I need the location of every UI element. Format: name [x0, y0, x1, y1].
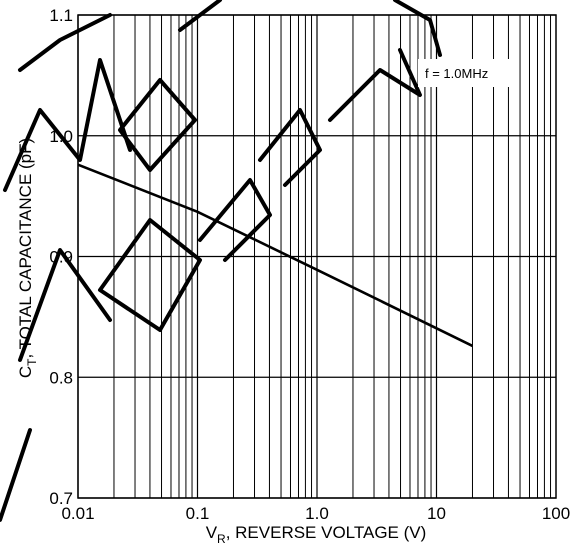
y-tick-label: 0.9 [49, 248, 73, 267]
x-tick-label: 100 [542, 504, 570, 523]
y-tick-labels: 0.7 0.8 0.9 1.0 1.1 [49, 6, 73, 508]
x-tick-label: 0.1 [186, 504, 210, 523]
x-axis-title: VR, REVERSE VOLTAGE (V) [206, 523, 427, 546]
x-tick-labels: 0.01 0.1 1.0 10 100 [61, 504, 570, 523]
capacitance-curve [77, 163, 474, 348]
x-tick-label: 1.0 [305, 504, 329, 523]
y-axis-title: CT, TOTAL CAPACITANCE (pF) [16, 138, 39, 378]
x-tick-label: 0.01 [61, 504, 94, 523]
y-tick-label: 1.1 [49, 6, 73, 25]
grid [77, 14, 556, 499]
frequency-annotation: f = 1.0MHz [425, 66, 488, 81]
y-tick-label: 0.7 [49, 489, 73, 508]
plot-frame [77, 14, 557, 499]
y-tick-label: 0.8 [49, 368, 73, 387]
x-tick-label: 10 [427, 504, 446, 523]
watermark [0, 0, 442, 522]
annotation-box [418, 59, 514, 87]
y-tick-label: 1.0 [49, 127, 73, 146]
